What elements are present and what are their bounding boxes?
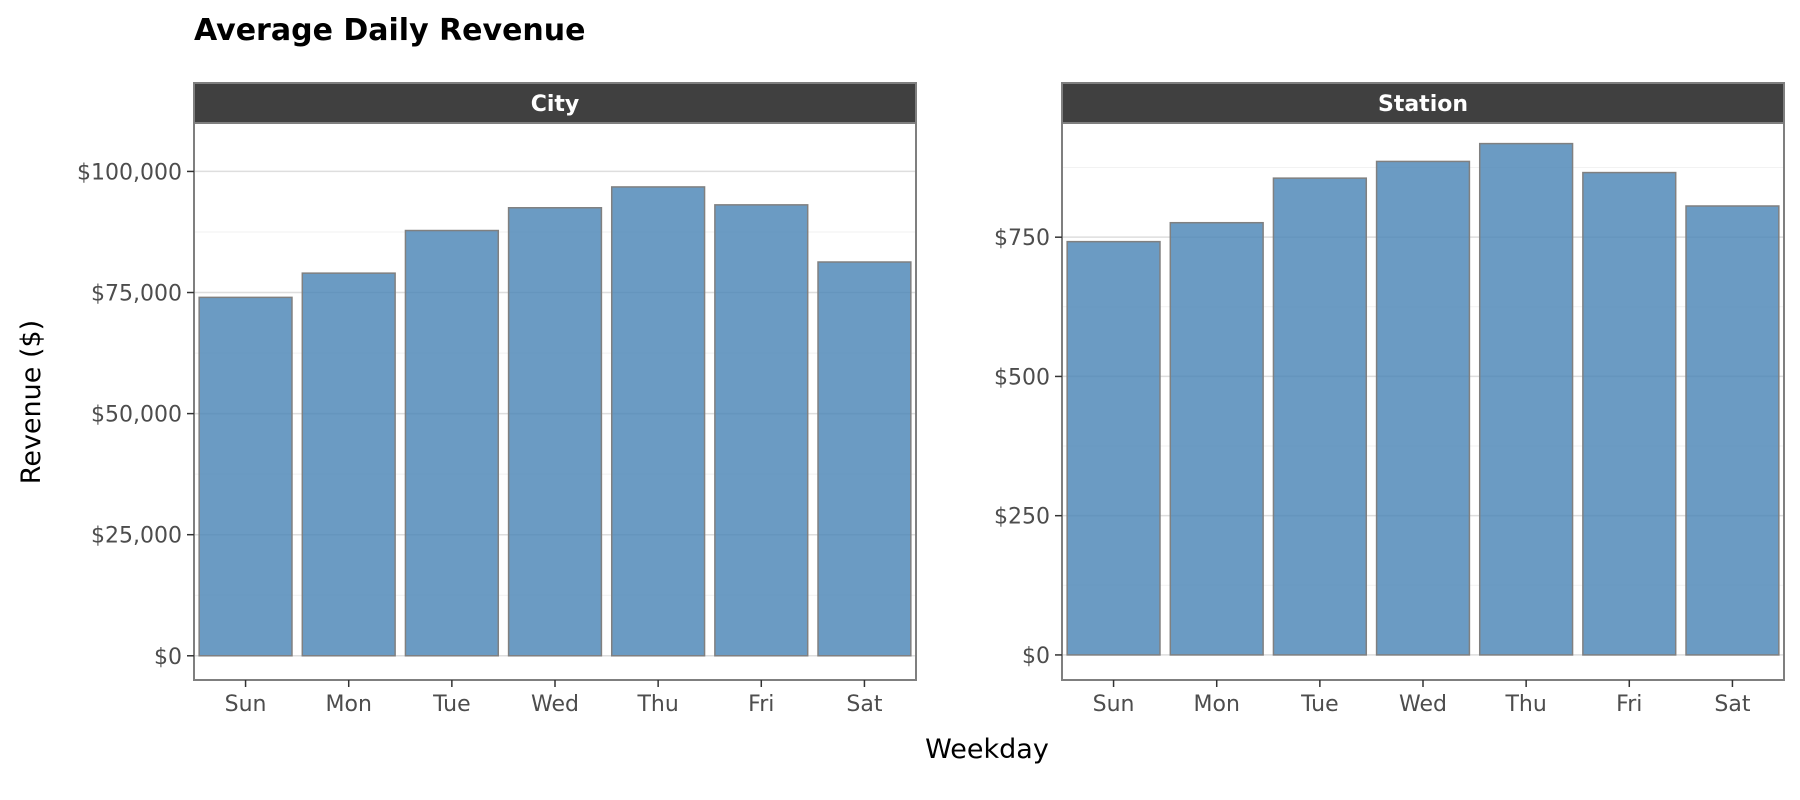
facet-panels: City $0 $25,000 $50,000 $75,000 $100,000 Sun Mo… [77, 82, 1785, 717]
panel-station: Station $0 $250 $500 $750 Sun Mon Tue Wed Thu Fri S… [994, 82, 1785, 717]
x-tick-label: Sat [1714, 692, 1750, 717]
x-tick-label: Wed [531, 692, 579, 717]
y-tick-label: $0 [1022, 644, 1050, 669]
x-tick-label: Fri [748, 692, 774, 717]
bar-city-thu [610, 186, 706, 657]
x-tick-label: Sun [1093, 692, 1135, 717]
panel-city: City $0 $25,000 $50,000 $75,000 $100,000 Sun Mo… [77, 82, 917, 717]
bar-city-fri [714, 204, 809, 657]
x-tick-label: Tue [432, 692, 471, 717]
bar-city-sat [817, 261, 912, 657]
bar-station-tue [1272, 177, 1368, 656]
x-tick-label: Wed [1399, 692, 1447, 717]
bar-station-sun [1066, 240, 1161, 656]
x-tick-label: Thu [636, 692, 678, 717]
bar-station-fri [1582, 171, 1677, 656]
x-tick-label: Tue [1300, 692, 1339, 717]
bar-station-sat [1685, 205, 1780, 656]
y-tick-label: $75,000 [91, 282, 182, 307]
facet-strip [193, 82, 917, 124]
y-axis-title: Revenue ($) [16, 320, 47, 484]
y-tick-label: $750 [994, 226, 1050, 251]
bar-station-wed [1375, 160, 1471, 656]
y-tick-label: $100,000 [77, 160, 182, 185]
bar-city-wed [507, 207, 603, 657]
bar-station-thu [1478, 142, 1574, 656]
x-tick-label: Thu [1504, 692, 1546, 717]
y-tick-label: $25,000 [91, 524, 182, 549]
x-tick-label: Sun [225, 692, 267, 717]
y-tick-label: $0 [154, 645, 182, 670]
y-tick-label: $500 [994, 365, 1050, 390]
x-tick-label: Sat [846, 692, 882, 717]
x-tick-label: Fri [1616, 692, 1642, 717]
bar-city-sun [198, 296, 293, 657]
y-tick-label: $50,000 [91, 403, 182, 428]
facet-strip-label: City [531, 92, 580, 117]
facet-strip [1061, 82, 1785, 124]
chart-title: Average Daily Revenue [194, 13, 585, 48]
bar-city-tue [404, 229, 500, 657]
bar-station-mon [1169, 221, 1264, 656]
x-tick-label: Mon [326, 692, 372, 717]
y-tick-label: $250 [994, 505, 1050, 530]
bar-city-mon [301, 272, 396, 657]
x-axis-title: Weekday [925, 734, 1049, 765]
x-tick-label: Mon [1194, 692, 1240, 717]
facet-strip-label: Station [1378, 92, 1468, 117]
